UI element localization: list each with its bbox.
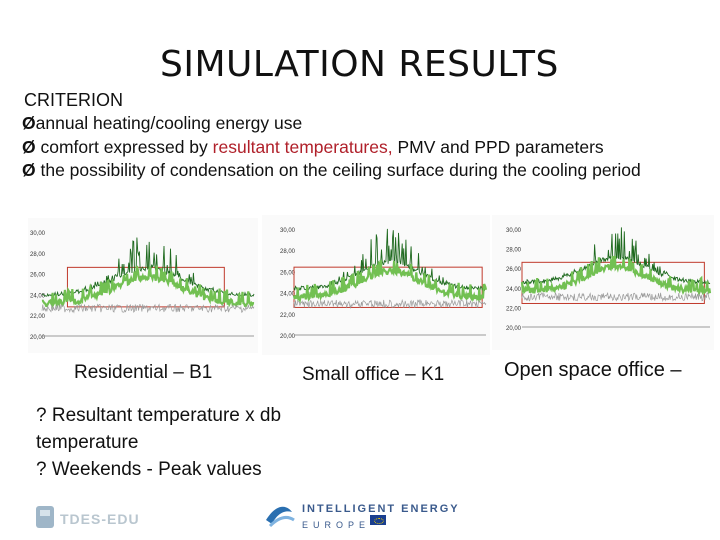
slide-title: SIMULATION RESULTS <box>160 44 559 85</box>
y-tick-label: 20,00 <box>30 335 46 341</box>
tdes-edu-logo: TDES-EDU <box>36 506 140 528</box>
y-tick-label: 26,00 <box>280 270 296 276</box>
bullet-comfort: Ø comfort expressed by resultant tempera… <box>22 136 604 157</box>
y-tick-label: 30,00 <box>30 231 46 237</box>
temperature-chart-open-space: 30,00 28,00 26,00 24,00 22,00 20,00 <box>506 227 712 332</box>
series-grey <box>41 303 255 314</box>
arrow-bullet-icon: Ø <box>22 160 36 180</box>
y-tick-label: 22,00 <box>30 314 46 320</box>
svg-text:EUROPE: EUROPE <box>302 520 370 530</box>
y-tick-label: 24,00 <box>280 292 296 298</box>
series-light-green <box>520 255 712 298</box>
bullet-energy-use: Øannual heating/cooling energy use <box>22 113 303 133</box>
criteria-bullets: Øannual heating/cooling energy use Ø com… <box>22 112 712 183</box>
y-tick-label: 28,00 <box>506 248 522 254</box>
chart-residential: 30,00 28,00 26,00 24,00 22,00 20,00 <box>28 218 258 353</box>
y-tick-label: 28,00 <box>30 252 46 258</box>
y-tick-label: 22,00 <box>506 306 522 312</box>
eu-flag-icon <box>370 515 386 525</box>
series-grey <box>293 298 487 310</box>
y-tick-label: 24,00 <box>506 287 522 293</box>
temperature-chart-small-office: 30,00 28,00 26,00 24,00 22,00 20,00 <box>280 228 488 340</box>
note-weekends: ? Weekends - Peak values <box>36 459 262 480</box>
chart-open-space-office: 30,00 28,00 26,00 24,00 22,00 20,00 <box>492 215 714 350</box>
y-tick-label: 30,00 <box>506 228 522 234</box>
y-tick-label: 20,00 <box>280 334 296 340</box>
temperature-chart-residential: 30,00 28,00 26,00 24,00 22,00 20,00 <box>30 231 255 341</box>
series-dark-green <box>293 228 487 292</box>
caption-small-office: Small office – K1 <box>302 364 445 385</box>
criterion-label: CRITERION <box>24 90 123 110</box>
y-tick-label: 24,00 <box>30 293 46 299</box>
series-dark-green <box>521 227 711 286</box>
y-tick-label: 26,00 <box>506 267 522 273</box>
caption-residential: Residential – B1 <box>74 362 213 383</box>
chart-small-office: 30,00 28,00 26,00 24,00 22,00 20,00 <box>262 215 490 355</box>
series-light-green <box>41 265 255 310</box>
arrow-bullet-icon: Ø <box>22 113 36 133</box>
intelligent-energy-europe-logo: INTELLIGENT ENERGY EUROPE <box>266 503 460 530</box>
caption-open-space-office: Open space office – <box>504 359 682 381</box>
series-grey <box>521 291 711 303</box>
y-tick-label: 26,00 <box>30 273 46 279</box>
series-light-green <box>292 260 488 304</box>
summer-period-box <box>293 266 483 308</box>
svg-text:INTELLIGENT ENERGY: INTELLIGENT ENERGY <box>302 503 460 515</box>
note-resultant-temperature: ? Resultant temperature x db temperature <box>36 405 282 453</box>
notes: ? Resultant temperature x db temperature… <box>36 402 376 483</box>
arrow-bullet-icon: Ø <box>22 136 36 157</box>
y-tick-label: 28,00 <box>280 249 296 255</box>
y-tick-label: 30,00 <box>280 228 296 234</box>
y-tick-label: 22,00 <box>280 313 296 319</box>
svg-text:TDES-EDU: TDES-EDU <box>60 511 140 527</box>
bullet-condensation: Ø the possibility of condensation on the… <box>22 160 641 180</box>
highlight-resultant-temperatures: resultant temperatures, <box>212 136 393 157</box>
y-tick-label: 20,00 <box>506 326 522 332</box>
